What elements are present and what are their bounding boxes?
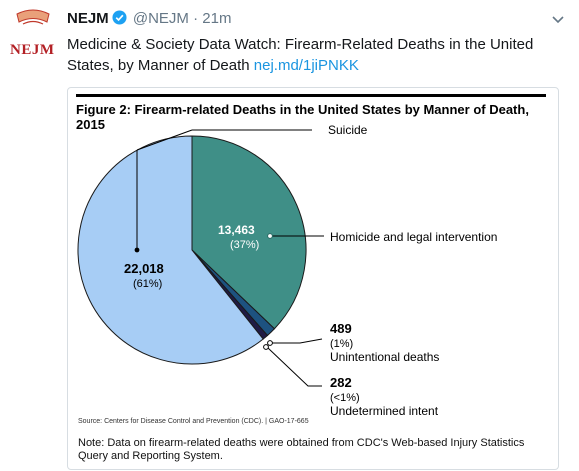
suicide-slice xyxy=(77,135,264,365)
suicide-percent-label: (61%) xyxy=(133,278,162,290)
undetermined-leader-line xyxy=(267,347,322,387)
tweet-body: Medicine & Society Data Watch: Firearm-R… xyxy=(67,34,567,76)
tweet-link[interactable]: nej.md/1jiPNKK xyxy=(253,57,359,74)
unintentional-value-label: 489 xyxy=(330,321,352,336)
verified-badge-icon xyxy=(112,10,127,29)
undetermined-value-label: 282 xyxy=(330,375,352,390)
logo-wordmark: NEJM xyxy=(10,42,55,58)
nejm-logo-avatar[interactable]: NEJM xyxy=(10,8,56,72)
suicide-leader-diagonal xyxy=(136,129,193,151)
undetermined-marker xyxy=(263,344,269,350)
homicide-category-label: Homicide and legal intervention xyxy=(330,230,497,244)
image-card[interactable]: Figure 2: Firearm-related Deaths in the … xyxy=(67,87,559,470)
figure-title: Figure 2: Firearm-related Deaths in the … xyxy=(76,94,546,132)
suicide-marker xyxy=(134,247,140,253)
unintentional-marker xyxy=(267,340,273,346)
suicide-category-label: Suicide xyxy=(328,123,368,137)
figure-note: Note: Data on firearm-related deaths wer… xyxy=(78,437,525,462)
tweet-text: Medicine & Society Data Watch: Firearm-R… xyxy=(67,36,534,74)
author-name[interactable]: NEJM xyxy=(67,10,109,27)
homicide-marker xyxy=(267,233,273,239)
author-handle[interactable]: @NEJM xyxy=(132,10,189,27)
nejm-seal-icon xyxy=(16,9,50,25)
tweet-time[interactable]: 21m xyxy=(202,10,232,27)
unintentional-leader-line xyxy=(270,338,323,344)
unintentional-percent-label: (1%) xyxy=(330,338,353,350)
tweet-header: NEJM @NEJM · 21m xyxy=(67,10,231,29)
unintentional-category-label: Unintentional deaths xyxy=(330,350,439,364)
figure-source: Source: Centers for Disease Control and … xyxy=(78,418,309,425)
homicide-percent-label: (37%) xyxy=(230,239,259,251)
undetermined-category-label: Undetermined intent xyxy=(330,404,439,418)
pie-chart: Suicide 22,018 (61%) 13,463 (37%) Homici… xyxy=(77,123,497,418)
homicide-value-label: 13,463 xyxy=(218,223,255,237)
chevron-down-icon[interactable] xyxy=(551,12,565,30)
suicide-value-label: 22,018 xyxy=(124,261,164,276)
time-separator: · xyxy=(193,10,199,27)
homicide-slice xyxy=(191,135,307,330)
undetermined-percent-label: (<1%) xyxy=(330,392,360,404)
